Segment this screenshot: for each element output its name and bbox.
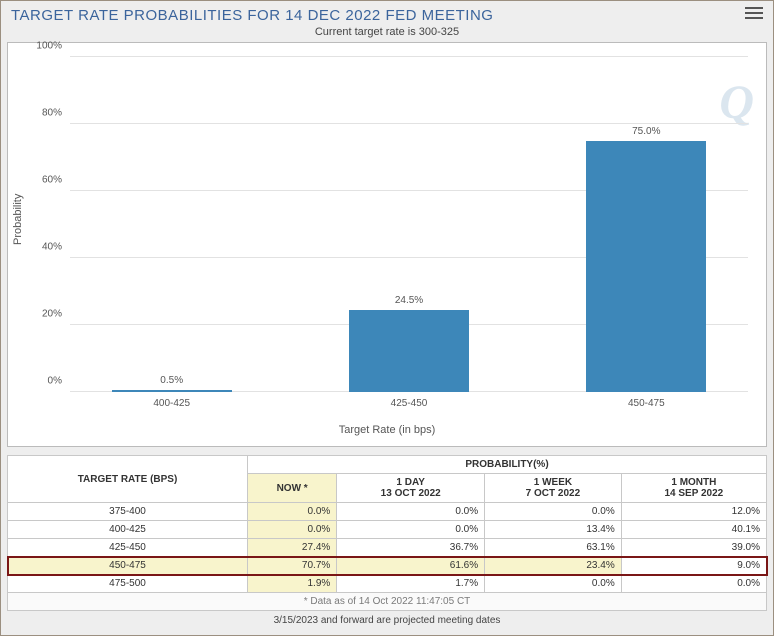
value-cell: 27.4% xyxy=(248,539,337,557)
value-cell: 0.0% xyxy=(485,503,622,521)
value-cell: 0.0% xyxy=(248,521,337,539)
value-cell: 0.0% xyxy=(337,521,485,539)
xtick-label: 450-475 xyxy=(628,398,665,409)
xtick-label: 400-425 xyxy=(153,398,190,409)
ytick-label: 60% xyxy=(42,175,70,186)
menu-icon[interactable] xyxy=(745,7,763,19)
bar: 75.0% xyxy=(586,141,706,392)
table-row: 400-4250.0%0.0%13.4%40.1% xyxy=(8,521,767,539)
value-cell: 13.4% xyxy=(485,521,622,539)
value-cell: 40.1% xyxy=(621,521,766,539)
ytick-label: 0% xyxy=(48,376,70,387)
rate-cell: 375-400 xyxy=(8,503,248,521)
y-axis-title: Probability xyxy=(12,193,24,244)
col-header: 1 WEEK7 OCT 2022 xyxy=(485,474,622,503)
header: TARGET RATE PROBABILITIES FOR 14 DEC 202… xyxy=(1,1,773,26)
bar-label: 75.0% xyxy=(632,126,660,137)
x-axis-title: Target Rate (in bps) xyxy=(339,424,436,436)
gridline xyxy=(70,123,748,124)
bar: 24.5% xyxy=(349,310,469,392)
value-cell: 0.0% xyxy=(485,575,622,593)
probability-table: TARGET RATE (BPS) PROBABILITY(%) NOW *1 … xyxy=(7,455,767,611)
value-cell: 36.7% xyxy=(337,539,485,557)
ytick-label: 80% xyxy=(42,108,70,119)
xtick-label: 425-450 xyxy=(391,398,428,409)
bar-label: 0.5% xyxy=(160,375,183,386)
value-cell: 0.0% xyxy=(248,503,337,521)
rate-cell: 425-450 xyxy=(8,539,248,557)
value-cell: 9.0% xyxy=(621,557,766,575)
bar-label: 24.5% xyxy=(395,295,423,306)
col-header: 1 DAY13 OCT 2022 xyxy=(337,474,485,503)
ytick-label: 20% xyxy=(42,309,70,320)
gridline xyxy=(70,56,748,57)
page-title: TARGET RATE PROBABILITIES FOR 14 DEC 202… xyxy=(11,7,493,24)
rate-cell: 450-475 xyxy=(8,557,248,575)
value-cell: 61.6% xyxy=(337,557,485,575)
value-cell: 1.9% xyxy=(248,575,337,593)
page-subtitle: Current target rate is 300-325 xyxy=(1,26,773,38)
table-meta: * Data as of 14 Oct 2022 11:47:05 CT xyxy=(8,593,767,611)
table-row: 425-45027.4%36.7%63.1%39.0% xyxy=(8,539,767,557)
table-body: 375-4000.0%0.0%0.0%12.0%400-4250.0%0.0%1… xyxy=(8,503,767,593)
group-header: PROBABILITY(%) xyxy=(248,456,767,474)
value-cell: 70.7% xyxy=(248,557,337,575)
value-cell: 63.1% xyxy=(485,539,622,557)
value-cell: 39.0% xyxy=(621,539,766,557)
table-row: 375-4000.0%0.0%0.0%12.0% xyxy=(8,503,767,521)
rate-cell: 475-500 xyxy=(8,575,248,593)
ytick-label: 40% xyxy=(42,242,70,253)
ytick-label: 100% xyxy=(36,41,70,52)
bar: 0.5% xyxy=(112,390,232,392)
col-header: 1 MONTH14 SEP 2022 xyxy=(621,474,766,503)
table-row: 475-5001.9%1.7%0.0%0.0% xyxy=(8,575,767,593)
value-cell: 0.0% xyxy=(621,575,766,593)
value-cell: 0.0% xyxy=(337,503,485,521)
table-head: TARGET RATE (BPS) PROBABILITY(%) NOW *1 … xyxy=(8,456,767,503)
value-cell: 23.4% xyxy=(485,557,622,575)
col-header: NOW * xyxy=(248,474,337,503)
row-header: TARGET RATE (BPS) xyxy=(8,456,248,503)
rate-cell: 400-425 xyxy=(8,521,248,539)
table-row: 450-47570.7%61.6%23.4%9.0% xyxy=(8,557,767,575)
probability-chart: Q Probability 0%20%40%60%80%100%0.5%400-… xyxy=(7,42,767,447)
plot-area: 0%20%40%60%80%100%0.5%400-42524.5%425-45… xyxy=(70,57,748,392)
value-cell: 12.0% xyxy=(621,503,766,521)
value-cell: 1.7% xyxy=(337,575,485,593)
footer-note: 3/15/2023 and forward are projected meet… xyxy=(1,615,773,626)
